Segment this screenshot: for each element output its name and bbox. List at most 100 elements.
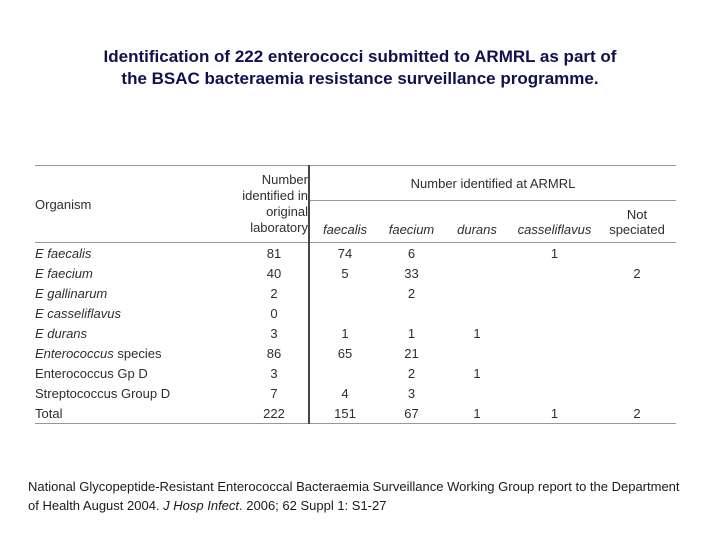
column-header-casseliflavus: casseliflavus [517, 222, 592, 237]
cell-not-speciated [598, 303, 676, 323]
table-row-streptococcus-group-d: Streptococcus Group D 7 4 3 [35, 383, 676, 403]
cell-faecium: 3 [407, 385, 416, 401]
cell-original-lab: 222 [240, 403, 310, 424]
table-row-e-casseliflavus: E casseliflavus 0 [35, 303, 676, 323]
cell-faecium: 2 [407, 365, 416, 381]
cell-durans [443, 303, 511, 323]
cell-faecium [380, 303, 443, 323]
cell-durans [443, 263, 511, 283]
cell-faecium: 67 [404, 405, 419, 421]
cell-faecalis: 65 [337, 345, 353, 361]
table-header-row-2: faecalis faecium durans casseliflavus No… [35, 201, 677, 243]
cell-original-lab: 3 [240, 323, 310, 343]
cell-not-speciated [598, 383, 676, 403]
cell-casseliflavus: 1 [550, 405, 559, 421]
cell-durans [443, 283, 511, 303]
citation: National Glycopeptide-Resistant Enteroco… [28, 477, 688, 515]
organism-name-italic: E casseliflavus [35, 305, 121, 321]
citation-text-after: . 2006; 62 Suppl 1: S1-27 [239, 498, 387, 513]
cell-faecalis [309, 363, 380, 383]
slide-title-line2: the BSAC bacteraemia resistance surveill… [121, 69, 599, 88]
cell-casseliflavus: 1 [550, 245, 559, 261]
citation-journal-name: J Hosp Infect [163, 498, 240, 513]
column-header-not-speciated: Not speciated [609, 207, 665, 237]
cell-faecium: 2 [407, 285, 416, 301]
cell-organism: E faecium [35, 263, 240, 283]
organism-name-plain: Enterococcus Gp D [35, 365, 148, 381]
organism-name-italic: E faecium [35, 265, 93, 281]
cell-durans [443, 343, 511, 363]
column-header-organism: Organism [35, 196, 92, 212]
organism-name-plain: species [113, 345, 162, 361]
cell-original-lab: 0 [240, 303, 310, 323]
table-row-enterococcus-gp-d: Enterococcus Gp D 3 2 1 [35, 363, 676, 383]
column-header-durans: durans [457, 222, 497, 237]
cell-original-lab: 3 [240, 363, 310, 383]
cell-durans: 1 [473, 405, 481, 421]
organism-name-plain: Total [35, 405, 63, 421]
cell-not-speciated [598, 343, 676, 363]
cell-casseliflavus [511, 343, 598, 363]
cell-casseliflavus [511, 383, 598, 403]
cell-original-lab: 86 [240, 343, 310, 363]
cell-faecium: 6 [407, 245, 416, 261]
cell-durans [443, 383, 511, 403]
table-row-e-faecium: E faecium 40 5 33 2 [35, 263, 676, 283]
identification-table-container: Organism Number identified in original l… [35, 165, 677, 424]
cell-faecalis: 4 [341, 385, 349, 401]
organism-name-italic: Enterococcus [35, 345, 114, 361]
cell-organism: E durans [35, 323, 240, 343]
cell-not-speciated [598, 243, 676, 264]
cell-faecium: 1 [407, 325, 416, 341]
table-header-row-1: Organism Number identified in original l… [35, 165, 677, 243]
cell-durans: 1 [473, 325, 481, 341]
slide-title: Identification of 222 enterococci submit… [0, 46, 720, 90]
cell-faecium: 33 [404, 265, 419, 281]
table-row-e-durans: E durans 3 1 1 1 [35, 323, 676, 343]
cell-faecalis: 151 [334, 405, 356, 421]
column-header-original-lab: Number identified in original laboratory [240, 165, 310, 243]
cell-organism: Streptococcus Group D [35, 383, 240, 403]
cell-not-speciated [598, 283, 676, 303]
slide-title-line1: Identification of 222 enterococci submit… [103, 47, 617, 66]
organism-name-italic: E gallinarum [35, 285, 108, 301]
cell-original-lab: 81 [240, 242, 310, 263]
cell-faecium: 21 [404, 345, 419, 361]
cell-not-speciated [598, 323, 676, 343]
cell-durans: 1 [473, 365, 481, 381]
cell-original-lab: 2 [240, 283, 310, 303]
organism-name-italic: E faecalis [35, 245, 92, 261]
cell-casseliflavus [511, 303, 598, 323]
cell-organism: E gallinarum [35, 283, 240, 303]
cell-not-speciated: 2 [633, 405, 641, 421]
cell-durans [443, 243, 511, 264]
cell-organism: Enterococcus Gp D [35, 363, 240, 383]
cell-organism: E casseliflavus [35, 303, 240, 323]
cell-organism: Enterococcus species [35, 343, 240, 363]
cell-faecalis: 5 [341, 265, 349, 281]
cell-organism: E faecalis [35, 243, 240, 264]
cell-organism: Total [35, 403, 240, 424]
cell-original-lab: 7 [240, 383, 310, 403]
table-row-e-gallinarum: E gallinarum 2 2 [35, 283, 676, 303]
column-header-faecium: faecium [388, 222, 435, 237]
cell-faecalis: 1 [341, 325, 349, 341]
cell-not-speciated [598, 363, 676, 383]
table-row-enterococcus-species: Enterococcus species 86 65 21 [35, 343, 676, 363]
cell-casseliflavus [511, 263, 598, 283]
citation-text-before: National Glycopeptide-Resistant Enteroco… [28, 479, 680, 513]
cell-faecalis: 74 [337, 245, 353, 261]
cell-faecalis [309, 283, 380, 303]
cell-casseliflavus [511, 323, 598, 343]
organism-name-plain: Streptococcus Group D [35, 385, 171, 401]
cell-not-speciated: 2 [633, 265, 641, 281]
cell-original-lab: 40 [240, 263, 310, 283]
table-row-total: Total 222 151 67 1 1 2 [35, 403, 676, 424]
column-header-faecalis: faecalis [322, 222, 368, 237]
identification-table: Organism Number identified in original l… [35, 165, 677, 424]
cell-casseliflavus [511, 283, 598, 303]
column-group-header-armrl: Number identified at ARMRL [309, 165, 677, 201]
table-row-e-faecalis: E faecalis 81 74 6 1 [35, 242, 676, 264]
cell-casseliflavus [511, 363, 598, 383]
